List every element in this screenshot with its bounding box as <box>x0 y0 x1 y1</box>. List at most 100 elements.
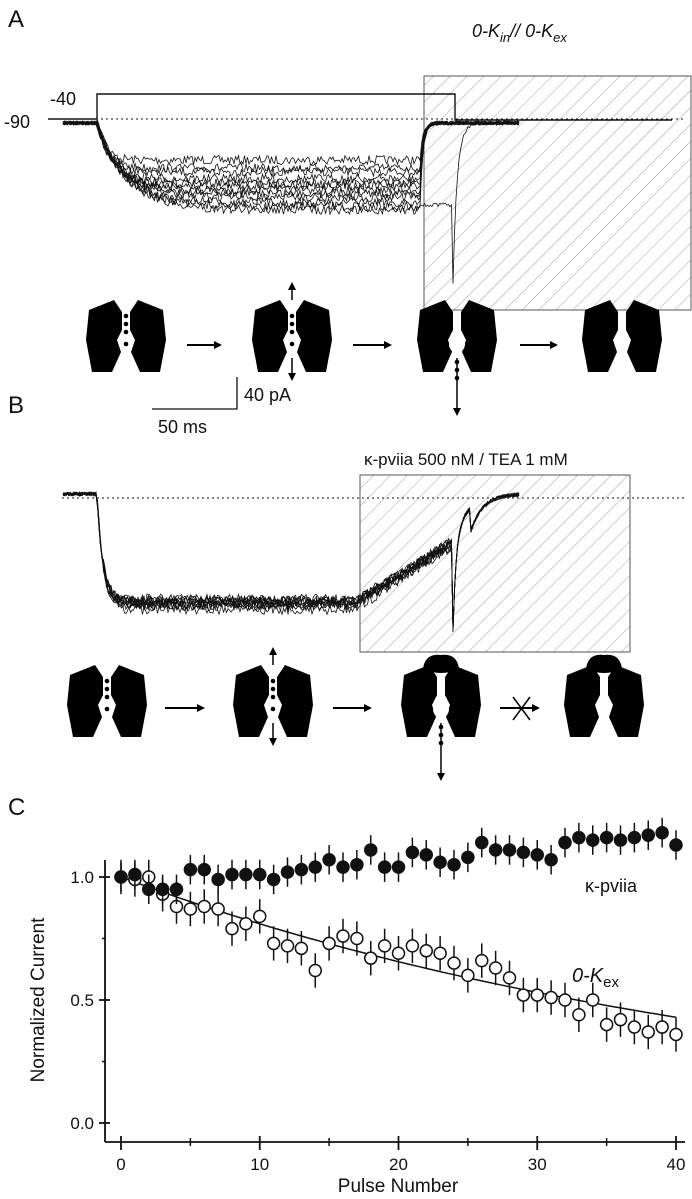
potassium-ion-dot <box>104 678 110 684</box>
panel-c-label: C <box>8 794 25 821</box>
data-point-kappa-pviia <box>169 882 184 897</box>
y-axis-label: Normalized Current <box>28 917 49 1082</box>
current-trace <box>62 491 520 633</box>
data-point-zero-k-ex <box>544 990 558 1005</box>
data-point-zero-k-ex <box>211 902 225 916</box>
potassium-ion-dot <box>104 706 110 712</box>
panel-a-condition-label: 0-Kin// 0-Kex <box>472 21 567 45</box>
data-point-kappa-pviia <box>377 860 392 874</box>
blocked-transition-cross-icon <box>512 696 531 721</box>
scale-time-label: 50 ms <box>158 417 207 437</box>
y-tick-label: 0.5 <box>70 991 94 1010</box>
x-tick-label: 30 <box>528 1155 547 1174</box>
data-point-zero-k-ex <box>294 941 309 956</box>
data-point-kappa-pviia <box>350 857 364 872</box>
data-point-zero-k-ex <box>586 993 600 1007</box>
data-point-zero-k-ex <box>558 993 572 1007</box>
current-trace <box>62 491 520 629</box>
arrow-head-icon <box>550 341 558 349</box>
potassium-ion-dot <box>270 678 276 684</box>
arrow-head-icon <box>269 738 277 746</box>
data-point-kappa-pviia <box>641 828 655 842</box>
data-point-kappa-pviia <box>419 848 433 862</box>
x-tick-label: 0 <box>116 1155 125 1174</box>
channel-icon <box>67 665 147 737</box>
channel-icon <box>564 654 644 737</box>
data-point-kappa-pviia <box>266 872 281 887</box>
channel-subunit-left <box>86 300 122 372</box>
data-point-zero-k-ex <box>183 902 198 916</box>
channel-cavity <box>600 704 608 714</box>
data-point-kappa-pviia <box>461 850 475 865</box>
channel-subunit-left <box>252 300 288 372</box>
data-point-kappa-pviia <box>211 872 225 887</box>
channel-schematics-a <box>86 282 662 416</box>
data-point-kappa-pviia <box>239 867 253 882</box>
legend-kappa-pviia: κ-pviia <box>585 876 638 896</box>
data-point-kappa-pviia <box>488 843 503 857</box>
data-point-kappa-pviia <box>405 845 420 860</box>
channel-subunit-right <box>608 665 644 737</box>
data-point-zero-k-ex <box>266 936 281 951</box>
data-point-kappa-pviia <box>225 867 239 882</box>
x-tick-label: 10 <box>250 1155 269 1174</box>
data-point-zero-k-ex <box>197 899 211 914</box>
scale-current-label: 40 pA <box>244 385 291 405</box>
data-point-zero-k-ex <box>530 988 544 1002</box>
arrow-head-icon <box>214 341 222 349</box>
arrow-head-icon <box>288 282 296 290</box>
potassium-ion-dot <box>123 341 129 347</box>
arrow-head-icon <box>384 341 392 349</box>
channel-subunit-right <box>277 665 313 737</box>
panel-b-label: B <box>8 392 24 419</box>
arrow-head-icon <box>453 408 461 416</box>
potassium-ion-dot <box>289 329 295 335</box>
data-point-kappa-pviia <box>197 862 211 877</box>
scale-bar: 40 pA 50 ms <box>152 377 291 437</box>
channel-schematics-b <box>67 647 644 781</box>
data-point-kappa-pviia <box>280 865 295 879</box>
potassium-ion-dot <box>270 706 276 712</box>
data-point-kappa-pviia <box>572 830 586 845</box>
arrow-head-icon <box>364 704 372 712</box>
data-point-zero-k-ex <box>419 944 433 958</box>
channel-cavity <box>433 700 449 718</box>
data-point-zero-k-ex <box>461 968 475 983</box>
panel-a: A 0-Kin// 0-Kex -90 -40 <box>4 6 692 416</box>
channel-subunit-left <box>564 665 600 737</box>
voltage-protocol <box>48 93 672 121</box>
data-point-zero-k-ex <box>391 946 406 961</box>
data-point-zero-k-ex <box>225 921 239 936</box>
channel-subunit-right <box>130 300 166 372</box>
x-axis-label: Pulse Number <box>338 1176 459 1197</box>
data-point-kappa-pviia <box>475 835 489 850</box>
panel-b: B κ-pviia 500 nM / TEA 1 mM <box>8 392 684 781</box>
data-point-zero-k-ex <box>447 956 461 970</box>
data-point-zero-k-ex <box>641 1025 655 1039</box>
data-point-zero-k-ex <box>405 939 420 953</box>
data-point-kappa-pviia <box>433 855 447 869</box>
data-point-kappa-pviia <box>544 853 558 867</box>
current-traces-b <box>62 490 520 633</box>
data-point-kappa-pviia <box>308 860 322 874</box>
data-point-zero-k-ex <box>377 939 392 953</box>
potassium-ion-dot <box>104 694 110 700</box>
channel-subunit-left <box>67 665 103 737</box>
current-trace <box>62 120 520 284</box>
legend-zero-k-ex: 0-Kex <box>572 965 619 991</box>
channel-subunit-right <box>111 665 147 737</box>
data-point-kappa-pviia <box>516 845 531 860</box>
current-trace <box>62 120 520 203</box>
channel-icon <box>417 300 497 416</box>
data-point-zero-k-ex <box>488 961 503 975</box>
data-point-kappa-pviia <box>142 882 156 897</box>
data-point-kappa-pviia <box>322 853 336 867</box>
x-tick-label: 40 <box>667 1155 686 1174</box>
data-point-zero-k-ex <box>308 963 322 978</box>
data-point-kappa-pviia <box>655 825 669 840</box>
current-trace <box>62 119 520 213</box>
data-point-kappa-pviia <box>447 857 461 872</box>
data-point-kappa-pviia <box>253 867 267 882</box>
data-point-zero-k-ex <box>322 936 336 951</box>
data-point-zero-k-ex <box>572 1008 586 1022</box>
